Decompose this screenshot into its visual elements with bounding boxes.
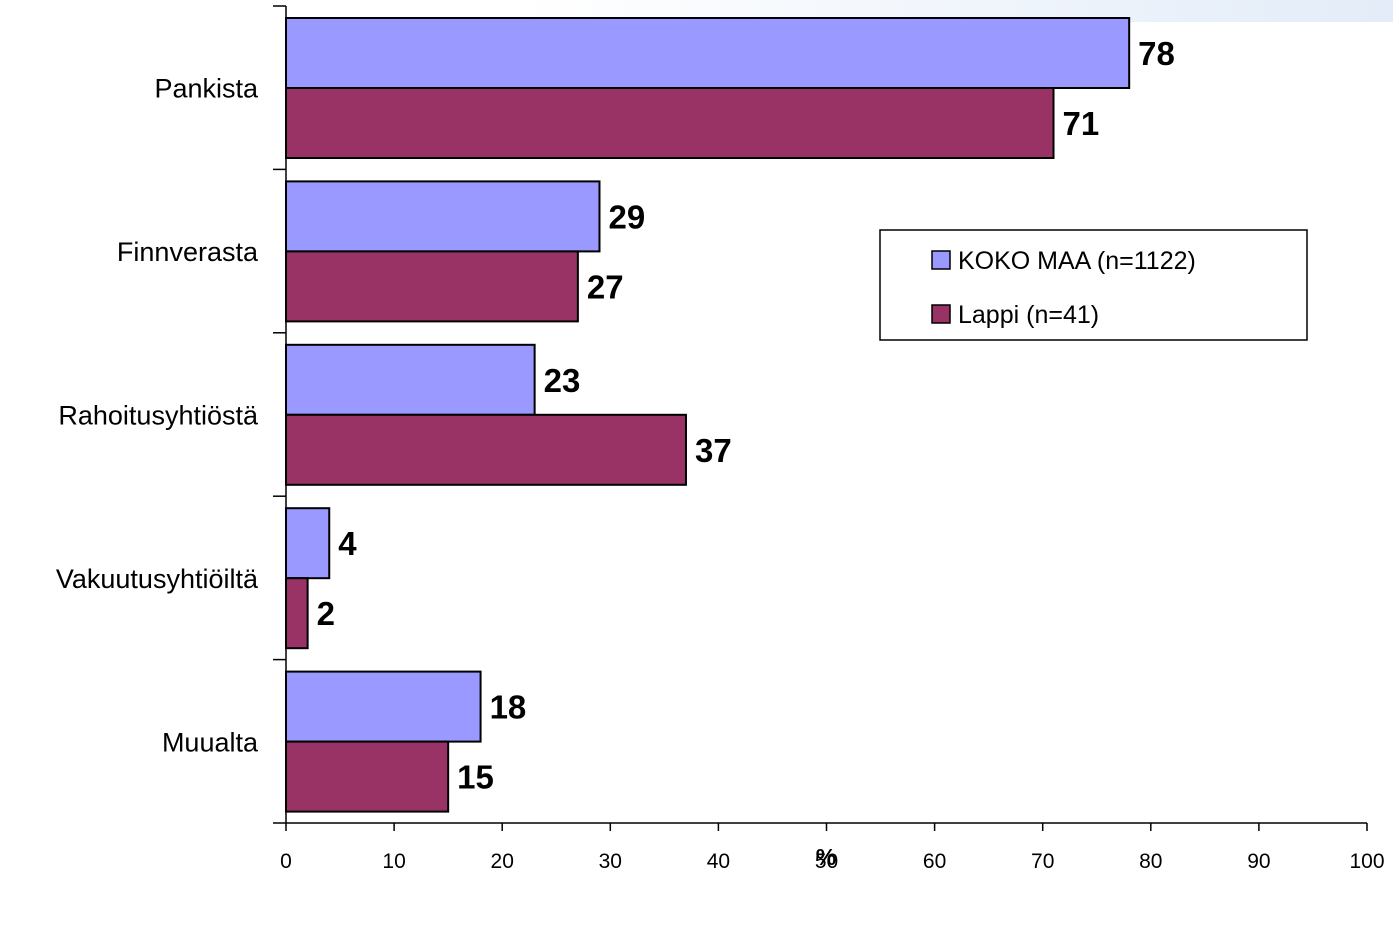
category-label-1: Finnverasta <box>117 237 259 267</box>
legend-swatch-koko-maa <box>931 250 951 270</box>
value-label-lappi-0: 71 <box>1063 105 1100 142</box>
legend-box <box>879 229 1308 341</box>
labels-layer: 78 71 Pankista 29 27 Finnverasta 23 37 Rahoitusy… <box>56 35 1175 796</box>
category-label-2: Rahoitusyhtiöstä <box>58 401 259 431</box>
value-label-lappi-3: 2 <box>317 595 335 632</box>
x-tick-label-1: 10 <box>382 850 405 873</box>
category-label-3: Vakuutusyhtiöiltä <box>56 564 259 594</box>
value-label-lappi-1: 27 <box>587 268 624 305</box>
category-label-0: Pankista <box>154 74 259 104</box>
bar-koko-maa-2 <box>285 343 536 416</box>
legend-label-lappi: Lappi (n=41) <box>958 301 1099 329</box>
value-label-lappi-4: 15 <box>457 759 494 796</box>
value-label-koko-maa-3: 4 <box>338 525 357 562</box>
x-tick-label-10: 100 <box>1349 850 1384 873</box>
x-tick-label-4: 40 <box>707 850 730 873</box>
x-tick-label-0: 0 <box>280 850 292 873</box>
legend-label-koko-maa: KOKO MAA (n=1122) <box>958 247 1196 275</box>
value-label-koko-maa-1: 29 <box>608 198 645 235</box>
bar-koko-maa-4 <box>285 670 482 743</box>
bar-lappi-4 <box>285 740 450 813</box>
value-label-lappi-2: 37 <box>695 432 732 469</box>
x-tick-label-8: 80 <box>1139 850 1162 873</box>
x-tick-label-2: 20 <box>491 850 514 873</box>
value-label-koko-maa-0: 78 <box>1138 35 1175 72</box>
x-tick-label-5: 50 <box>815 850 838 873</box>
bar-lappi-1 <box>285 250 579 323</box>
x-tick-label-6: 60 <box>923 850 946 873</box>
bar-lappi-3 <box>285 577 309 650</box>
bar-lappi-2 <box>285 413 687 486</box>
value-label-koko-maa-4: 18 <box>490 689 527 726</box>
background-accent <box>520 0 1393 22</box>
category-label-4: Muualta <box>162 727 259 757</box>
axes-layer: 0 10 20 30 40 50 60 70 80 90 100 <box>273 5 1385 873</box>
x-tick-label-7: 70 <box>1031 850 1054 873</box>
bar-koko-maa-3 <box>285 507 331 580</box>
value-label-koko-maa-2: 23 <box>544 362 581 399</box>
x-axis-title: % <box>816 844 836 870</box>
x-tick-label-9: 90 <box>1247 850 1270 873</box>
bars-layer <box>285 17 1131 813</box>
legend-swatch-lappi <box>931 304 951 324</box>
x-tick-label-3: 30 <box>599 850 622 873</box>
bar-lappi-0 <box>285 87 1055 159</box>
legend: KOKO MAA (n=1122) Lappi (n=41) <box>879 229 1308 341</box>
bar-koko-maa-1 <box>285 180 601 253</box>
bar-koko-maa-0 <box>285 17 1131 89</box>
